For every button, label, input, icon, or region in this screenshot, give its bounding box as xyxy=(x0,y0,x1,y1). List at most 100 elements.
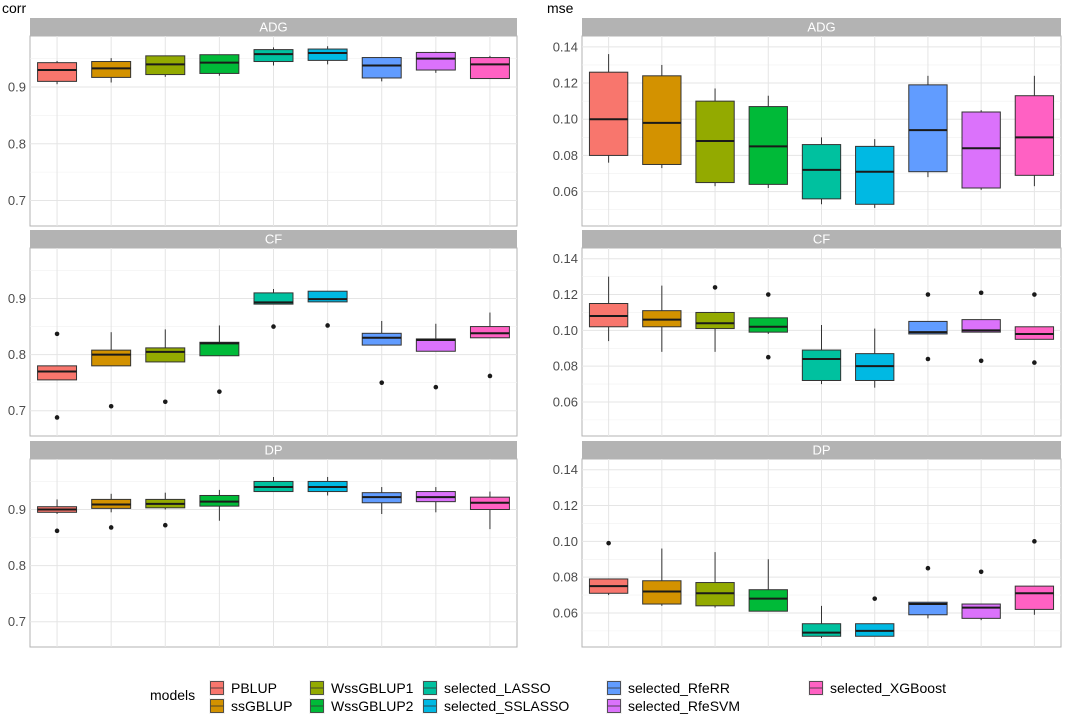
outlier-point xyxy=(108,525,114,530)
facet-strip xyxy=(30,18,517,36)
box-selected_RfeSVM xyxy=(961,290,1001,364)
y-tick-label: 0.9 xyxy=(8,502,26,517)
box-WssGBLUP1 xyxy=(695,552,735,608)
facet-label-CF: CF xyxy=(813,232,830,247)
box-selected_XGBoost xyxy=(1014,539,1055,615)
y-tick-label: 0.06 xyxy=(553,184,578,199)
box-body xyxy=(642,75,682,165)
box-PBLUP xyxy=(588,540,629,596)
outlier-point xyxy=(1032,539,1037,544)
y-tick-label: 0.8 xyxy=(8,558,26,573)
box-body xyxy=(1014,95,1055,176)
box-body xyxy=(469,326,510,339)
y-tick-label: 0.7 xyxy=(8,614,26,629)
box-body xyxy=(37,365,78,381)
box-body xyxy=(307,290,348,303)
legend-item-selected_LASSO: selected_LASSO xyxy=(422,680,551,696)
y-tick-label: 0.9 xyxy=(8,291,26,306)
box-ssGBLUP xyxy=(642,64,682,169)
legend-label: WssGBLUP1 xyxy=(331,680,414,696)
facet-strip xyxy=(30,441,517,459)
box-body xyxy=(469,57,510,80)
outlier-point xyxy=(162,399,168,405)
box-body xyxy=(855,145,895,205)
y-tick-label: 0.14 xyxy=(553,462,578,477)
box-body xyxy=(801,144,842,200)
facet-strip xyxy=(582,230,1061,248)
facet-label-DP: DP xyxy=(264,443,282,458)
box-selected_SSLASSO xyxy=(855,328,895,388)
y-tick-label: 0.9 xyxy=(8,80,26,95)
y-tick-label: 0.06 xyxy=(553,394,578,409)
outlier-point xyxy=(271,324,276,329)
legend-label: selected_RfeRR xyxy=(628,680,730,696)
box-ssGBLUP xyxy=(91,332,132,409)
outlier-point xyxy=(872,596,878,601)
box-ssGBLUP xyxy=(91,58,132,83)
facet-label-CF: CF xyxy=(265,232,282,247)
legend-label: WssGBLUP2 xyxy=(331,698,414,714)
box-selected_RfeRR xyxy=(361,487,402,514)
outlier-point xyxy=(1032,360,1037,365)
y-tick-label: 0.7 xyxy=(8,193,26,208)
box-body xyxy=(961,319,1001,333)
box-selected_RfeSVM xyxy=(415,51,456,73)
box-body xyxy=(145,347,186,363)
outlier-point xyxy=(379,380,385,385)
box-body xyxy=(961,111,1001,189)
box-body xyxy=(91,61,132,78)
box-WssGBLUP2 xyxy=(748,559,788,612)
box-selected_RfeSVM xyxy=(961,569,1001,621)
box-WssGBLUP1 xyxy=(145,329,186,405)
box-selected_SSLASSO xyxy=(307,290,348,328)
box-body xyxy=(199,54,240,74)
y-tick-label: 0.10 xyxy=(553,112,578,127)
y-tick-label: 0.08 xyxy=(553,148,578,163)
box-selected_XGBoost xyxy=(1014,75,1055,187)
box-selected_LASSO xyxy=(801,137,842,205)
legend-label: selected_RfeSVM xyxy=(628,698,740,714)
box-WssGBLUP1 xyxy=(695,285,735,352)
box-selected_LASSO xyxy=(253,288,294,329)
outlier-point xyxy=(487,373,493,379)
y-tick-label: 0.06 xyxy=(553,605,578,620)
outlier-point xyxy=(1032,292,1037,297)
box-PBLUP xyxy=(37,60,78,85)
y-tick-label: 0.14 xyxy=(553,251,578,266)
box-selected_RfeRR xyxy=(908,565,948,619)
legend-label: PBLUP xyxy=(231,680,277,696)
legend-item-WssGBLUP2: WssGBLUP2 xyxy=(309,698,414,714)
box-selected_RfeRR xyxy=(361,320,402,385)
box-selected_LASSO xyxy=(253,47,294,66)
facet-strip xyxy=(582,441,1061,459)
box-body xyxy=(748,589,788,612)
box-body xyxy=(961,603,1001,619)
outlier-point xyxy=(108,403,114,409)
outlier-point xyxy=(54,528,60,534)
box-selected_RfeRR xyxy=(908,75,948,178)
legend-item-PBLUP: PBLUP xyxy=(209,680,277,696)
y-tick-label: 0.14 xyxy=(553,39,578,54)
box-body xyxy=(801,623,842,637)
box-body xyxy=(361,57,402,79)
box-WssGBLUP2 xyxy=(748,95,788,188)
box-selected_SSLASSO xyxy=(307,46,348,65)
box-selected_RfeRR xyxy=(908,292,948,362)
box-PBLUP xyxy=(588,54,629,163)
box-selected_SSLASSO xyxy=(855,596,895,637)
legend-label: selected_SSLASSO xyxy=(444,698,569,714)
box-selected_RfeSVM xyxy=(415,323,456,390)
box-body xyxy=(695,311,735,330)
box-selected_XGBoost xyxy=(1014,292,1055,365)
legend-item-selected_XGBoost: selected_XGBoost xyxy=(808,680,946,696)
box-PBLUP xyxy=(37,499,78,534)
box-WssGBLUP2 xyxy=(748,292,788,360)
box-WssGBLUP2 xyxy=(199,489,240,521)
box-body xyxy=(748,317,788,333)
legend-label: selected_XGBoost xyxy=(830,680,946,696)
box-selected_XGBoost xyxy=(469,312,510,379)
box-body xyxy=(253,292,294,305)
box-body xyxy=(307,48,348,61)
y-tick-label: 0.08 xyxy=(553,359,578,374)
